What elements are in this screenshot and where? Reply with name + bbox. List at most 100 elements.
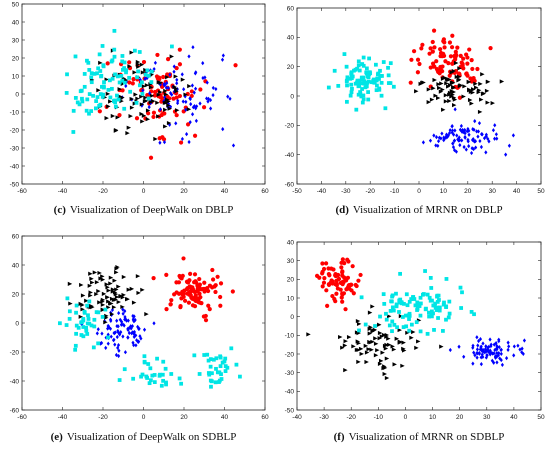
data-point-square <box>469 309 474 314</box>
data-point-diamond <box>506 347 510 352</box>
data-point-circle <box>186 300 192 305</box>
data-point-square <box>234 362 239 367</box>
data-point-square <box>387 323 392 328</box>
data-point-triangle-right <box>87 283 93 288</box>
y-tick-label: 0 <box>15 320 19 327</box>
data-point-square <box>364 66 369 71</box>
data-point-triangle-right <box>125 296 130 302</box>
data-point-diamond <box>162 140 167 145</box>
data-point-triangle-right <box>383 346 389 351</box>
x-tick-label: 40 <box>221 414 229 421</box>
data-point-diamond <box>442 135 446 140</box>
data-point-triangle-right <box>414 345 419 350</box>
data-point-triangle-right <box>433 93 438 98</box>
data-point-diamond <box>445 134 449 139</box>
data-point-square <box>407 299 412 304</box>
data-point-diamond <box>488 337 492 342</box>
data-point-diamond <box>448 128 452 133</box>
data-point-circle <box>345 275 351 280</box>
data-point-circle <box>207 306 212 312</box>
y-tick-label: -60 <box>10 407 20 414</box>
data-point-circle <box>97 109 102 114</box>
data-point-circle <box>172 292 177 297</box>
data-point-diamond <box>124 318 129 323</box>
data-point-triangle-right <box>477 109 483 115</box>
data-point-square <box>441 329 445 333</box>
data-point-triangle-right <box>377 322 382 327</box>
data-point-square <box>444 304 449 309</box>
data-point-diamond <box>122 323 126 328</box>
data-point-diamond <box>130 324 134 329</box>
data-point-circle <box>177 93 183 99</box>
data-point-diamond <box>487 344 491 349</box>
data-point-diamond <box>466 139 470 144</box>
data-point-triangle-right <box>180 77 186 82</box>
data-point-square <box>117 80 122 85</box>
data-point-square <box>400 315 405 319</box>
data-point-diamond <box>193 71 197 76</box>
data-point-triangle-right <box>90 280 95 285</box>
data-point-triangle-right <box>101 291 107 296</box>
data-point-circle <box>345 257 350 262</box>
data-point-square <box>64 91 69 95</box>
x-tick-label: -10 <box>374 414 384 421</box>
data-point-circle <box>458 53 463 58</box>
data-point-diamond <box>475 129 479 134</box>
data-point-square <box>364 84 369 88</box>
data-point-diamond <box>440 131 444 136</box>
data-point-triangle-right <box>457 66 462 71</box>
data-point-square <box>358 81 363 86</box>
data-point-triangle-right <box>97 270 102 276</box>
data-point-diamond <box>187 54 191 59</box>
x-tick-label: 40 <box>510 414 518 421</box>
data-point-diamond <box>493 347 497 353</box>
data-point-triangle-right <box>467 87 472 92</box>
data-point-square <box>142 359 147 364</box>
data-point-circle <box>442 45 447 50</box>
data-point-triangle-right <box>443 93 449 98</box>
data-point-diamond <box>484 344 488 349</box>
data-point-diamond <box>450 123 454 129</box>
data-point-square <box>110 76 115 81</box>
data-point-diamond <box>172 69 176 74</box>
data-point-square <box>425 331 430 336</box>
data-point-square <box>373 62 378 67</box>
data-point-square <box>127 75 132 80</box>
data-point-triangle-right <box>156 92 162 97</box>
data-point-circle <box>464 71 469 76</box>
data-point-circle <box>152 93 157 98</box>
data-point-circle <box>178 304 183 310</box>
data-point-diamond <box>104 335 108 340</box>
data-point-triangle-right <box>377 330 383 336</box>
data-point-triangle-right <box>443 99 449 104</box>
data-point-circle <box>430 49 435 54</box>
data-point-square <box>437 308 442 313</box>
data-point-circle <box>179 296 184 301</box>
data-point-triangle-right <box>384 375 390 381</box>
data-point-triangle-right <box>106 299 111 304</box>
data-point-diamond <box>462 144 466 150</box>
data-point-square <box>378 314 382 319</box>
data-point-diamond <box>451 141 455 146</box>
data-point-triangle-right <box>104 282 109 287</box>
data-point-square <box>145 68 150 73</box>
data-point-triangle-right <box>447 82 453 88</box>
data-point-triangle-right <box>479 97 484 102</box>
data-point-triangle-right <box>480 91 486 97</box>
data-point-square <box>229 346 234 351</box>
data-point-triangle-right <box>68 301 73 306</box>
data-point-triangle-right <box>92 270 98 275</box>
data-point-triangle-right <box>109 312 115 317</box>
data-point-diamond <box>474 145 478 150</box>
data-point-square <box>116 97 121 102</box>
y-tick-label: -10 <box>285 333 295 340</box>
data-point-square <box>412 297 417 301</box>
data-point-square <box>73 343 78 348</box>
data-point-triangle-right <box>129 50 134 55</box>
data-point-diamond <box>117 310 121 316</box>
x-tick-label: 40 <box>221 188 229 195</box>
data-point-square <box>447 311 452 316</box>
series-square <box>326 52 396 112</box>
data-point-square <box>161 378 166 383</box>
data-point-diamond <box>467 144 471 149</box>
